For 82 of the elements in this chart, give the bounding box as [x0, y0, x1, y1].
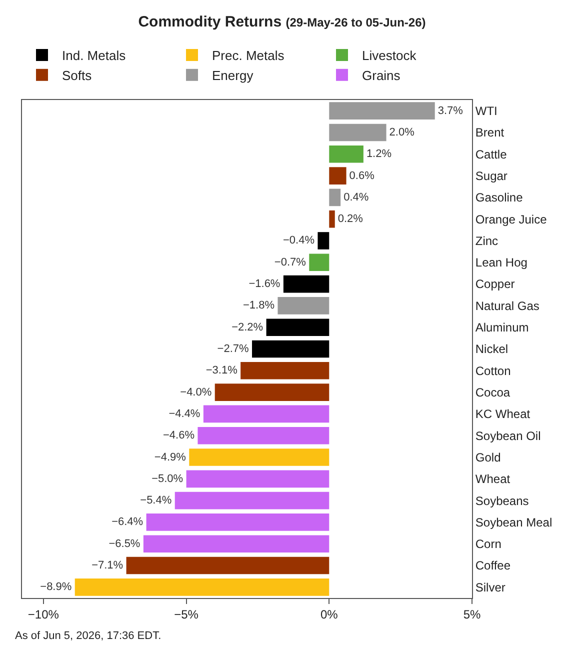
- y-tick-label: Soybeans: [475, 494, 529, 508]
- data-label: −1.6%: [248, 278, 280, 290]
- y-tick-label: Gold: [475, 450, 501, 464]
- legend-label: Livestock: [362, 48, 417, 64]
- data-label: −4.0%: [180, 386, 212, 398]
- x-tick-label: −10%: [28, 607, 60, 622]
- y-tick-label: KC Wheat: [475, 407, 531, 422]
- bar: [329, 167, 346, 184]
- bar: [186, 470, 330, 488]
- data-label: −0.7%: [274, 256, 306, 268]
- bar: [318, 232, 330, 250]
- data-label: −8.9%: [40, 581, 72, 594]
- y-tick-label: Orange Juice: [475, 212, 548, 226]
- bar: [189, 448, 330, 466]
- bar: [329, 210, 335, 228]
- legend-label: Ind. Metals: [62, 48, 126, 64]
- data-label: −6.4%: [112, 516, 144, 528]
- bar: [309, 254, 330, 272]
- data-label: −4.9%: [154, 451, 186, 464]
- data-label: 0.6%: [349, 170, 375, 182]
- bar: [278, 297, 330, 314]
- chart-title: Commodity Returns: [138, 14, 282, 31]
- data-label: −5.0%: [152, 472, 184, 485]
- bar: [143, 535, 330, 553]
- bar: [329, 124, 386, 142]
- y-tick-label: Soybean Meal: [475, 515, 552, 530]
- x-tick-label: 5%: [463, 607, 481, 622]
- legend-label: Prec. Metals: [212, 48, 285, 64]
- data-label: 0.4%: [344, 191, 369, 204]
- data-label: 1.2%: [366, 148, 392, 160]
- x-tick-label: 0%: [320, 607, 338, 622]
- data-label: −3.1%: [206, 364, 238, 377]
- bar: [240, 362, 330, 380]
- bar: [329, 188, 341, 206]
- bar: [203, 405, 330, 423]
- data-label: −5.4%: [140, 494, 172, 507]
- y-tick-label: Cotton: [475, 364, 511, 378]
- bar: [214, 384, 330, 401]
- y-tick-label: Natural Gas: [475, 298, 540, 313]
- y-tick-label: Aluminum: [475, 320, 529, 335]
- bar: [266, 318, 330, 336]
- data-label: 0.2%: [338, 213, 364, 226]
- bar: [329, 102, 435, 120]
- data-label: −6.5%: [108, 538, 140, 550]
- bar: [198, 426, 330, 444]
- bar: [252, 340, 330, 358]
- y-tick-label: Corn: [475, 537, 502, 552]
- data-label: 2.0%: [389, 126, 415, 138]
- chart-subtitle: (29-May-26 to 05-Jun-26): [286, 16, 426, 30]
- y-tick-label: Wheat: [475, 472, 511, 486]
- data-label: −2.2%: [232, 321, 264, 334]
- y-tick-label: WTI: [475, 104, 498, 118]
- y-tick-label: Sugar: [475, 168, 508, 183]
- x-tick-label: −5%: [174, 607, 199, 622]
- y-tick-label: Lean Hog: [475, 256, 528, 270]
- y-tick-label: Brent: [475, 126, 505, 140]
- bar: [283, 275, 330, 293]
- bar: [174, 492, 330, 510]
- data-label: −0.4%: [282, 234, 315, 247]
- y-tick-label: Silver: [475, 580, 506, 594]
- bar: [146, 514, 330, 531]
- data-label: −2.7%: [217, 343, 249, 355]
- data-label: −1.8%: [242, 300, 275, 312]
- data-label: 3.7%: [438, 104, 464, 117]
- legend-label: Grains: [362, 68, 401, 83]
- y-tick-label: Gasoline: [475, 190, 524, 205]
- bar: [329, 145, 364, 163]
- y-tick-label: Soybean Oil: [475, 428, 541, 443]
- data-label: −4.6%: [162, 430, 195, 442]
- data-label: −7.1%: [92, 560, 124, 572]
- y-tick-label: Cocoa: [475, 386, 510, 400]
- y-tick-label: Coffee: [475, 558, 511, 573]
- legend-label: Energy: [212, 68, 254, 83]
- data-label: −4.4%: [168, 408, 200, 420]
- bar: [74, 578, 330, 596]
- y-tick-label: Cattle: [475, 147, 508, 162]
- legend-label: Softs: [62, 68, 92, 83]
- text: As of Jun 5, 2026, 17:36 EDT.: [15, 630, 162, 642]
- y-tick-label: Zinc: [475, 234, 498, 248]
- y-tick-label: Copper: [475, 277, 515, 292]
- y-tick-label: Nickel: [475, 342, 508, 356]
- bar: [126, 556, 330, 574]
